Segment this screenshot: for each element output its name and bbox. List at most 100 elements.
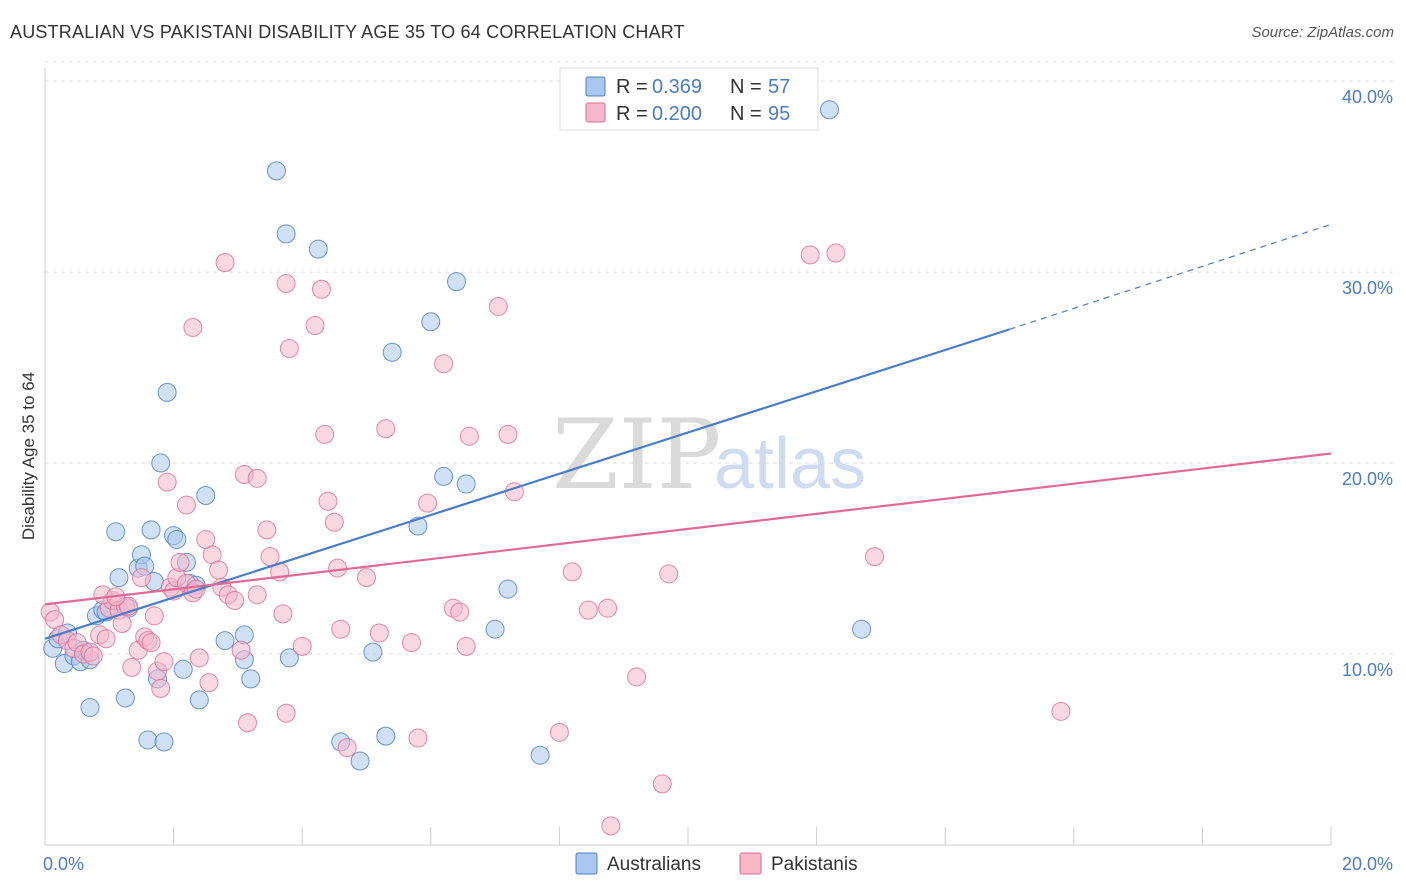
legend-n-label-australians: N = xyxy=(730,76,762,98)
data-point-australians xyxy=(308,239,328,259)
data-point-pakistanis xyxy=(279,338,299,358)
data-point-australians xyxy=(434,466,454,486)
data-point-pakistanis xyxy=(331,619,351,639)
data-point-pakistanis xyxy=(337,738,357,758)
data-point-pakistanis xyxy=(324,512,344,532)
bottom-legend-label-australians: Australians xyxy=(607,854,701,875)
data-point-australians xyxy=(141,520,161,540)
data-point-pakistanis xyxy=(273,604,293,624)
data-point-australians xyxy=(189,690,209,710)
data-point-australians xyxy=(350,751,370,771)
data-point-australians xyxy=(498,579,518,599)
data-point-australians xyxy=(167,529,187,549)
data-point-australians xyxy=(363,642,383,662)
bottom-legend: Australians Pakistanis xyxy=(575,852,858,875)
chart-title: AUSTRALIAN VS PAKISTANI DISABILITY AGE 3… xyxy=(10,22,685,42)
data-point-pakistanis xyxy=(402,633,422,653)
data-point-australians xyxy=(138,730,158,750)
data-point-australians xyxy=(456,474,476,494)
y-tick-label: 40.0% xyxy=(1342,87,1393,107)
legend-r-value-pakistanis: 0.200 xyxy=(652,103,702,125)
bottom-legend-label-pakistanis: Pakistanis xyxy=(771,854,858,875)
data-point-pakistanis xyxy=(562,562,582,582)
data-point-pakistanis xyxy=(260,547,280,567)
data-point-australians xyxy=(266,161,286,181)
source-label: Source: ZipAtlas.com xyxy=(1251,24,1394,41)
data-point-australians xyxy=(382,342,402,362)
bottom-legend-swatch-pakistanis xyxy=(739,852,762,875)
data-point-pakistanis xyxy=(186,579,206,599)
data-point-pakistanis xyxy=(328,558,348,578)
data-point-australians xyxy=(852,619,872,639)
x-tick-label: 0.0% xyxy=(43,854,84,874)
data-point-pakistanis xyxy=(189,648,209,668)
data-point-pakistanis xyxy=(176,495,196,515)
data-point-pakistanis xyxy=(311,279,331,299)
data-point-australians xyxy=(530,745,550,765)
data-point-pakistanis xyxy=(598,598,618,618)
tick-labels: 10.0% 20.0% 30.0% 40.0% 0.0% 20.0% xyxy=(43,87,1393,874)
data-point-australians xyxy=(421,312,441,332)
data-point-pakistanis xyxy=(652,774,672,794)
data-point-pakistanis xyxy=(434,354,454,374)
data-point-pakistanis xyxy=(369,623,389,643)
data-point-pakistanis xyxy=(1051,701,1071,721)
trend-extension-australians xyxy=(1009,223,1332,330)
trend-lines xyxy=(44,223,1332,640)
legend-n-value-pakistanis: 95 xyxy=(768,103,790,125)
data-point-pakistanis xyxy=(144,606,164,626)
data-point-pakistanis xyxy=(601,816,621,836)
data-point-australians xyxy=(276,224,296,244)
legend-box: R = 0.369 N = 57 R = 0.200 N = 95 xyxy=(559,67,819,131)
y-axis-label: Disability Age 35 to 64 xyxy=(19,372,38,540)
data-point-pakistanis xyxy=(549,722,569,742)
watermark: ZIP atlas xyxy=(552,399,866,511)
data-point-australians xyxy=(154,732,174,752)
data-point-australians xyxy=(80,697,100,717)
data-point-pakistanis xyxy=(305,316,325,336)
data-point-pakistanis xyxy=(456,636,476,656)
data-point-australians xyxy=(376,726,396,746)
data-point-australians xyxy=(447,272,467,292)
bottom-legend-swatch-australians xyxy=(575,852,598,875)
data-point-pakistanis xyxy=(318,491,338,511)
data-point-australians xyxy=(215,631,235,651)
legend-swatch-pakistanis xyxy=(585,102,606,123)
data-point-pakistanis xyxy=(231,640,251,660)
data-point-pakistanis xyxy=(154,652,174,672)
watermark-atlas: atlas xyxy=(714,424,866,504)
data-point-australians xyxy=(173,659,193,679)
data-point-pakistanis xyxy=(459,426,479,446)
data-point-pakistanis xyxy=(196,529,216,549)
data-point-pakistanis xyxy=(170,552,190,572)
data-point-pakistanis xyxy=(257,520,277,540)
data-point-pakistanis xyxy=(183,317,203,337)
data-point-pakistanis xyxy=(247,585,267,605)
data-point-pakistanis xyxy=(864,547,884,567)
legend-r-label-australians: R = xyxy=(616,76,648,98)
x-tick-label: 20.0% xyxy=(1342,854,1393,874)
grid-lines xyxy=(45,61,1393,655)
data-point-australians xyxy=(196,486,216,506)
data-point-pakistanis xyxy=(292,636,312,656)
data-point-australians xyxy=(279,648,299,668)
data-point-pakistanis xyxy=(247,468,267,488)
data-point-pakistanis xyxy=(83,646,103,666)
trend-line-australians xyxy=(44,328,1010,640)
y-tick-label: 30.0% xyxy=(1342,278,1393,298)
data-point-pakistanis xyxy=(627,667,647,687)
data-point-pakistanis xyxy=(96,629,116,649)
legend-n-value-australians: 57 xyxy=(768,76,790,98)
data-point-australians xyxy=(106,522,126,542)
data-point-pakistanis xyxy=(488,296,508,316)
legend-r-label-pakistanis: R = xyxy=(616,103,648,125)
data-point-australians xyxy=(115,688,135,708)
data-point-australians xyxy=(157,382,177,402)
data-point-pakistanis xyxy=(209,560,229,580)
data-point-australians xyxy=(151,453,171,473)
data-point-pakistanis xyxy=(498,424,518,444)
data-point-pakistanis xyxy=(225,591,245,611)
data-point-pakistanis xyxy=(450,602,470,622)
y-tick-label: 20.0% xyxy=(1342,469,1393,489)
legend-r-value-australians: 0.369 xyxy=(652,76,702,98)
